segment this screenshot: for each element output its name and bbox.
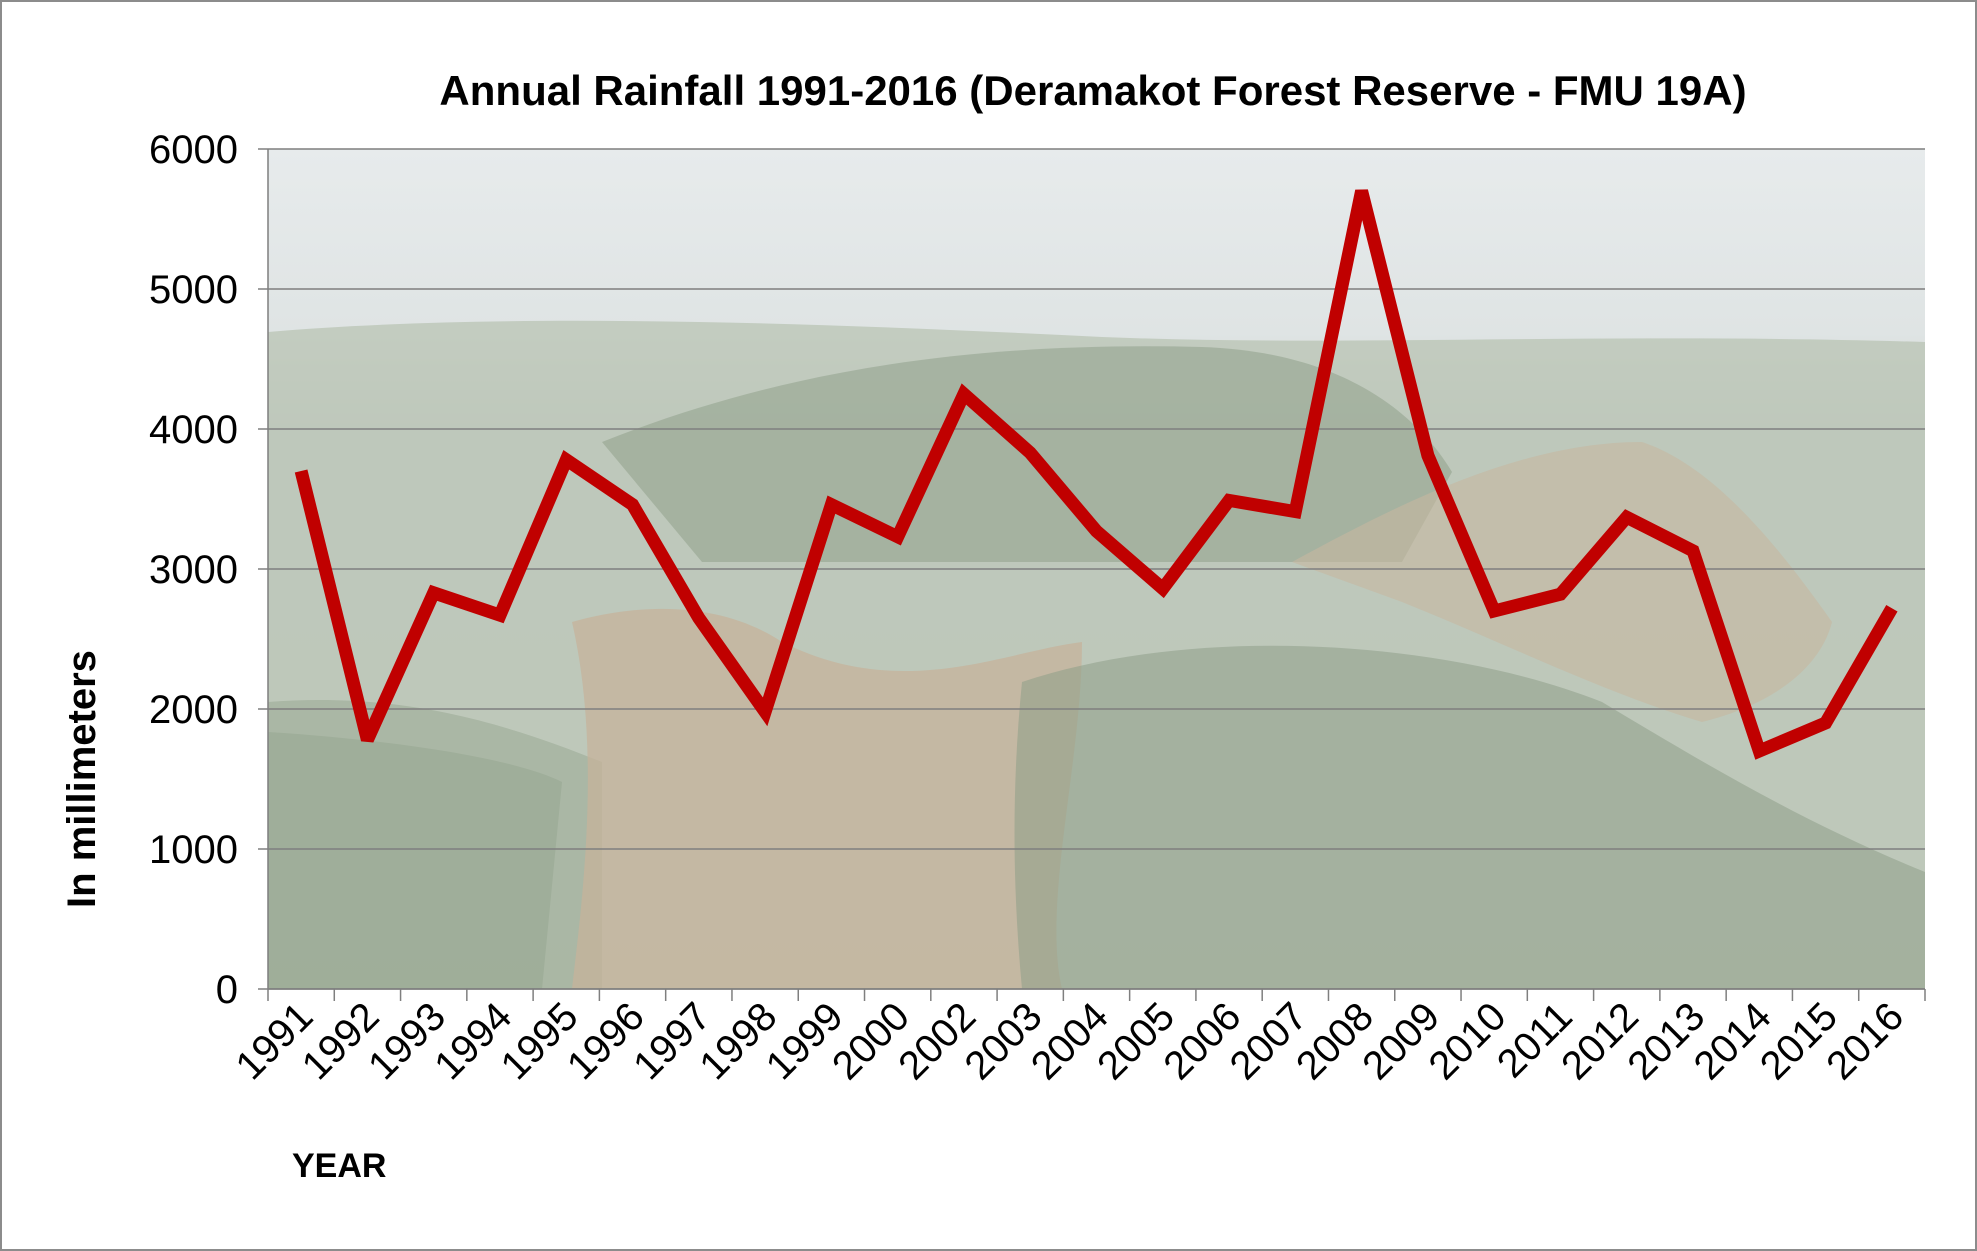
x-tick-label: 1998 xyxy=(691,994,785,1088)
x-tick-label: 2008 xyxy=(1288,994,1382,1088)
y-tick-label: 3000 xyxy=(149,548,238,592)
x-tick-label: 1992 xyxy=(294,994,388,1088)
chart-title: Annual Rainfall 1991-2016 (Deramakot For… xyxy=(439,67,1746,114)
y-tick-label: 4000 xyxy=(149,408,238,452)
x-axis-title: YEAR xyxy=(292,1147,386,1185)
y-tick-label: 1000 xyxy=(149,828,238,872)
x-tick-label: 2007 xyxy=(1222,994,1316,1088)
x-axis-ticks: 1991199219931994199519961997199819992000… xyxy=(227,989,1926,1088)
y-axis-title: In millimeters xyxy=(60,650,104,908)
y-tick-label: 0 xyxy=(216,968,238,1012)
x-tick-label: 2013 xyxy=(1619,994,1713,1088)
x-tick-label: 1997 xyxy=(625,994,719,1088)
x-tick-label: 2009 xyxy=(1354,994,1448,1088)
x-tick-label: 2014 xyxy=(1686,994,1780,1088)
x-tick-label: 1994 xyxy=(426,994,520,1088)
y-tick-label: 5000 xyxy=(149,268,238,312)
y-axis-ticks: 0 1000 2000 3000 4000 5000 6000 xyxy=(149,128,268,1012)
x-tick-label: 1993 xyxy=(360,994,454,1088)
y-tick-label: 2000 xyxy=(149,688,238,732)
series-layer xyxy=(294,189,1898,760)
x-tick-label: 1995 xyxy=(493,994,587,1088)
x-tick-label: 2016 xyxy=(1818,994,1912,1088)
x-tick-label: 2004 xyxy=(1023,994,1117,1088)
x-tick-label: 2006 xyxy=(1155,994,1249,1088)
x-tick-label: 2003 xyxy=(957,994,1051,1088)
x-tick-label: 1999 xyxy=(758,994,852,1088)
x-tick-label: 2005 xyxy=(1089,994,1183,1088)
x-tick-label: 1996 xyxy=(559,994,653,1088)
x-tick-label: 1991 xyxy=(227,994,321,1088)
x-tick-label: 2012 xyxy=(1553,994,1647,1088)
x-tick-label: 2000 xyxy=(824,994,918,1088)
x-tick-label: 2002 xyxy=(890,994,984,1088)
x-tick-label: 2010 xyxy=(1421,994,1515,1088)
y-tick-label: 6000 xyxy=(149,128,238,172)
x-tick-label: 2015 xyxy=(1752,994,1846,1088)
